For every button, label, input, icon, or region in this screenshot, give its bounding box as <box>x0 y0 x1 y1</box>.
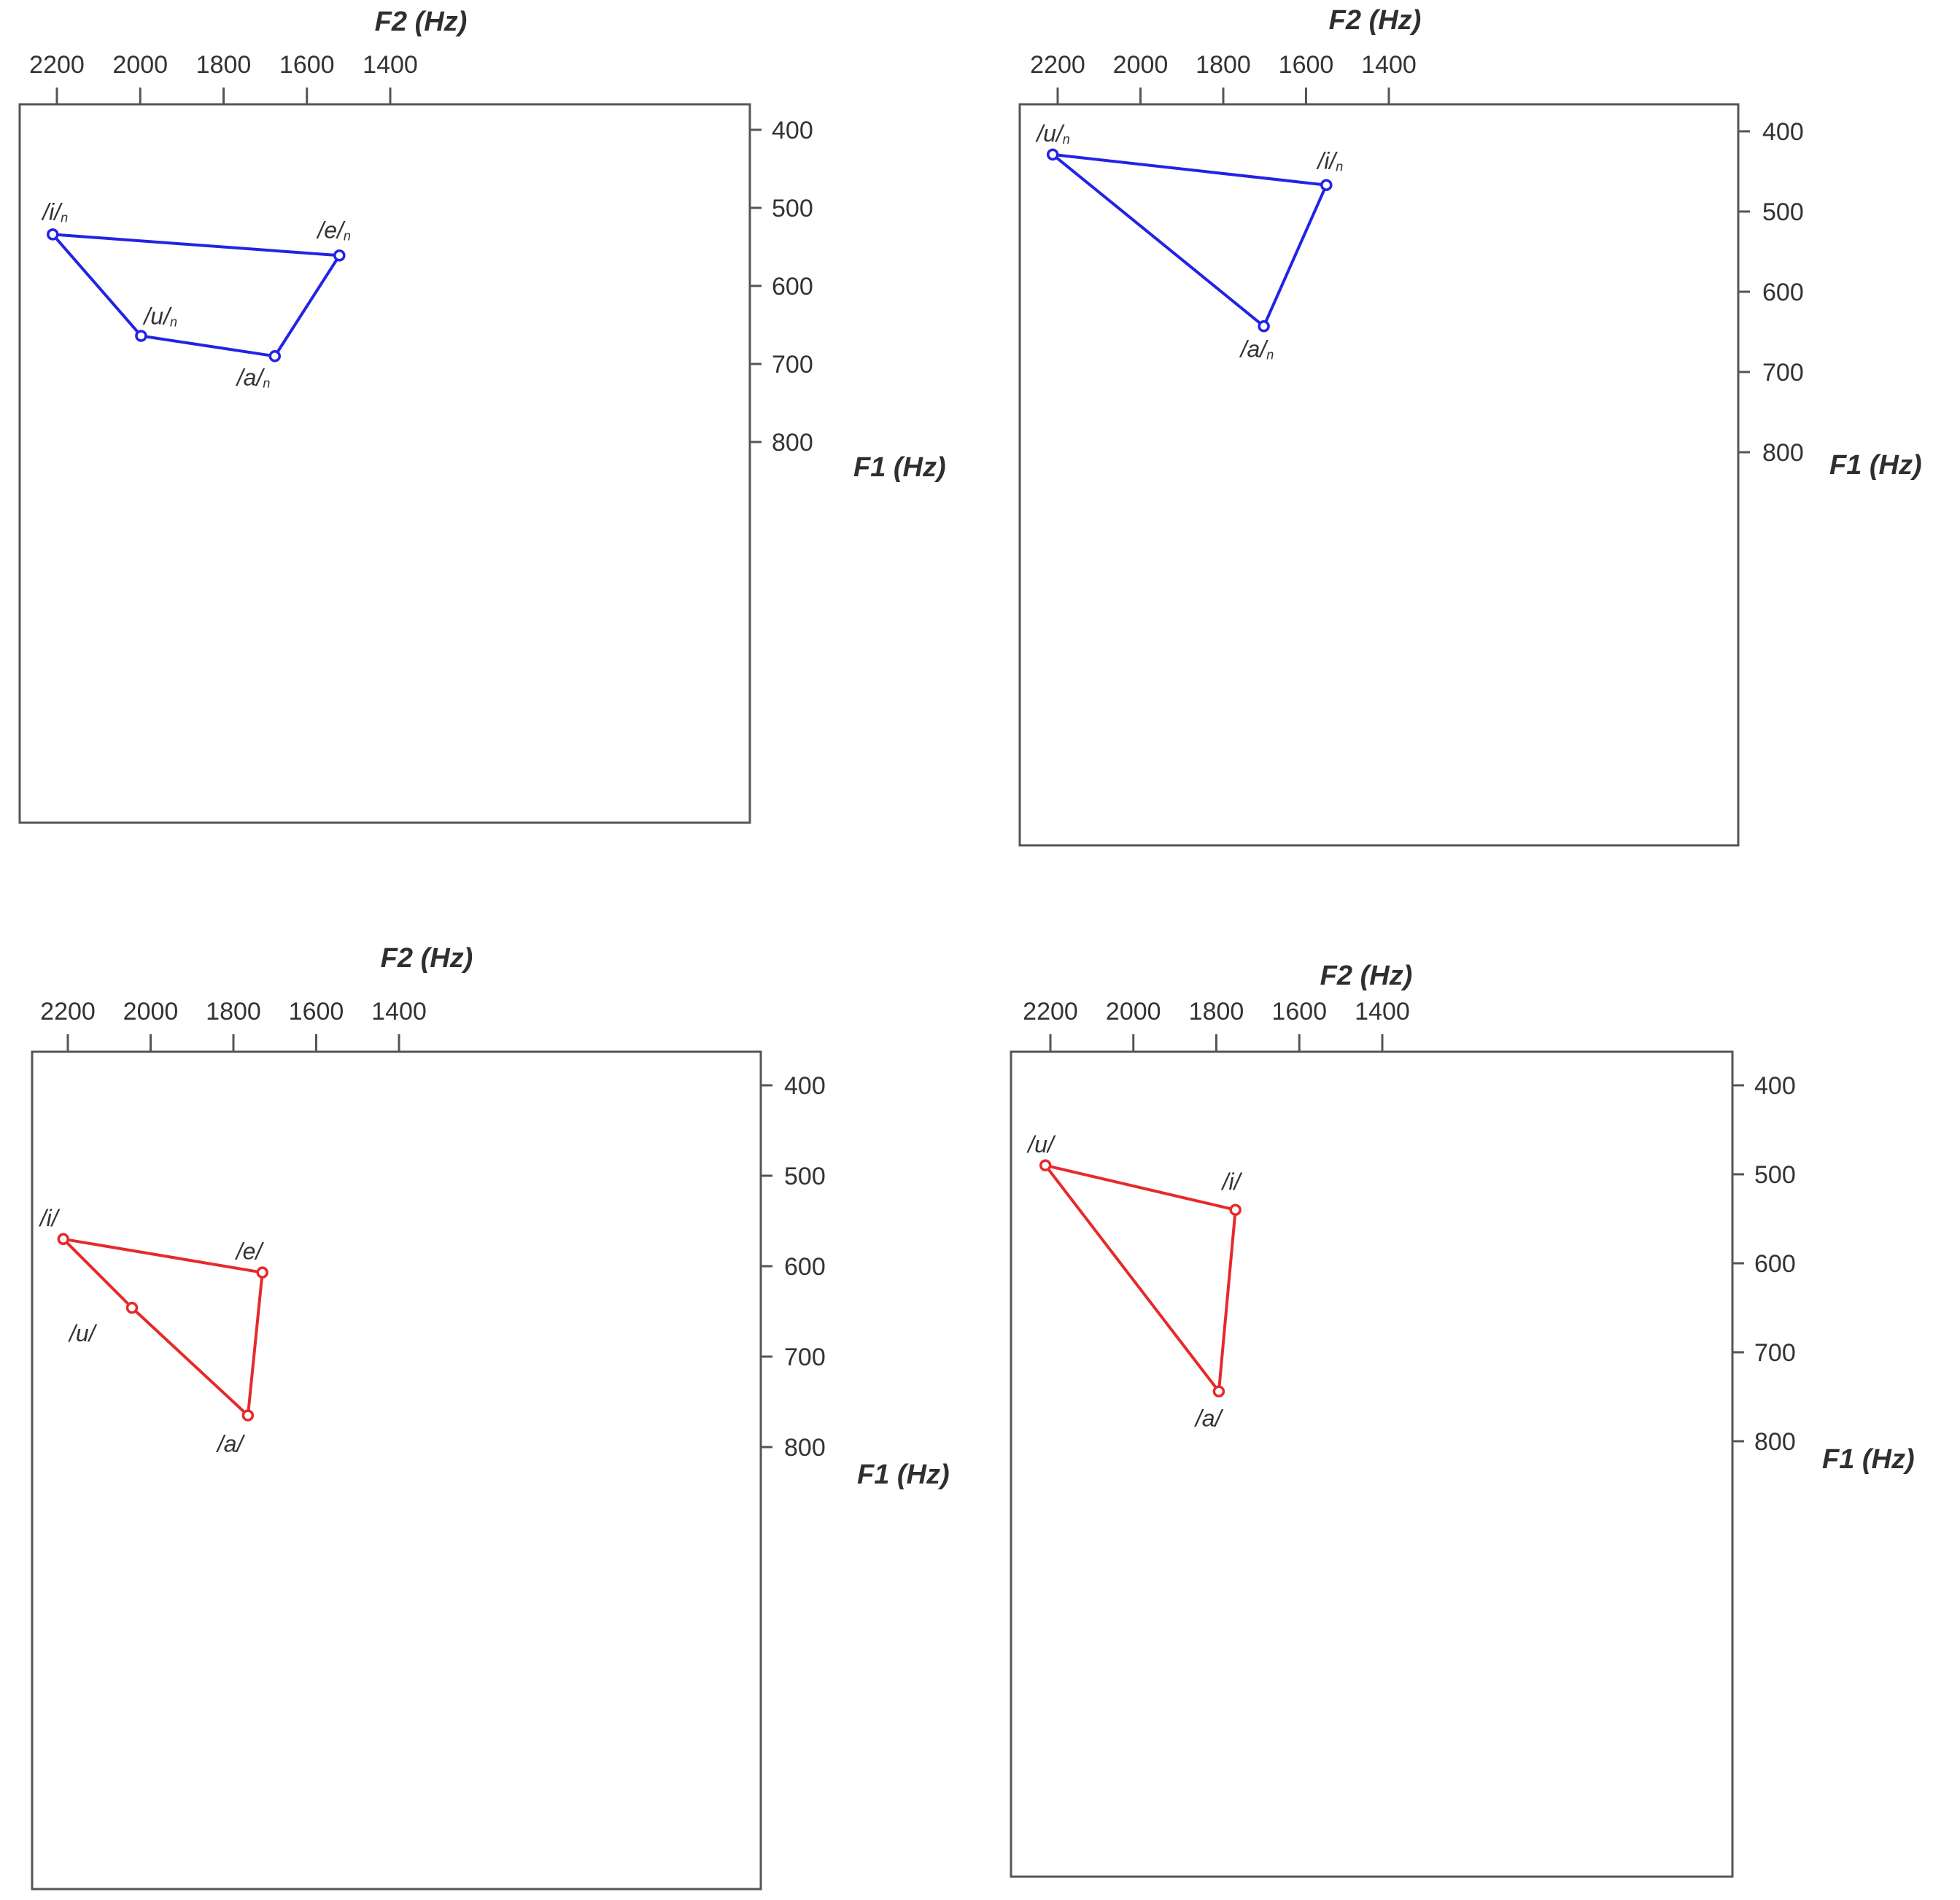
y-tick-label: 400 <box>772 117 813 144</box>
vowel-chart-panel-4: F2 (Hz) F1 (Hz) 2200 2000 1800 1600 1400 400 500… <box>1010 961 1915 1878</box>
vowel-chart-panel-2: F2 (Hz) F1 (Hz) 2200 2000 1800 1600 1400 400 500… <box>1018 5 1922 847</box>
y-tick-label: 400 <box>1762 118 1804 146</box>
vowel-point-i <box>1320 179 1333 191</box>
vowel-label-e: /e/ <box>235 1238 265 1265</box>
vowel-label-subscript: n <box>1063 132 1070 147</box>
vowel-label-a: /a/ <box>1194 1405 1224 1432</box>
x-tick-label: 1600 <box>1279 51 1334 79</box>
vowel-label-i: /i/ <box>39 1205 61 1231</box>
vowel-polygon-line <box>1051 152 1328 328</box>
x-axis-title: F2 (Hz) <box>1320 961 1413 991</box>
plot-frame <box>1010 1050 1734 1878</box>
y-axis-title: F1 (Hz) <box>1822 1444 1915 1475</box>
y-tick-label: 400 <box>784 1072 826 1100</box>
vowel-point-u <box>1039 1159 1052 1172</box>
vowel-point-i <box>1229 1203 1242 1217</box>
vowel-point-a <box>241 1409 255 1422</box>
y-tick-label: 500 <box>1762 198 1804 226</box>
x-tick-label: 1800 <box>1189 998 1244 1025</box>
x-tick-label: 1600 <box>1271 998 1327 1025</box>
x-tick-label: 2200 <box>1030 51 1085 79</box>
x-tick-label: 2200 <box>1023 998 1078 1025</box>
x-tick-label: 1400 <box>1355 998 1410 1025</box>
x-tick-label: 1400 <box>1361 51 1417 79</box>
y-axis-title: F1 (Hz) <box>857 1459 950 1490</box>
vowel-point-e <box>256 1266 268 1279</box>
vowel-point-u <box>1046 148 1059 161</box>
y-tick-label: 800 <box>1762 439 1804 467</box>
x-tick-label: 1400 <box>371 998 427 1025</box>
y-tick-label: 600 <box>772 273 813 300</box>
vowel-point-a <box>1258 320 1270 333</box>
vowel-chart-panel-1: F2 (Hz) F1 (Hz) 2200 2000 1800 1600 1400 400 500… <box>18 7 946 824</box>
x-axis-title: F2 (Hz) <box>381 943 473 974</box>
y-tick-label: 400 <box>1754 1072 1796 1100</box>
y-tick-label: 800 <box>1754 1428 1796 1456</box>
y-tick-label: 800 <box>784 1434 826 1462</box>
x-tick-label: 2200 <box>29 51 85 79</box>
x-tick-label: 1600 <box>279 51 335 79</box>
x-tick-label: 1800 <box>206 998 261 1025</box>
vowel-label-u: /u/ <box>1026 1131 1056 1158</box>
vowel-chart-panel-3: F2 (Hz) F1 (Hz) 2200 2000 1800 1600 1400 400 500… <box>31 943 950 1891</box>
x-tick-label: 2000 <box>112 51 168 79</box>
x-tick-label: 2200 <box>40 998 96 1025</box>
vowel-label-subscript: n <box>170 314 177 329</box>
plot-frame <box>18 103 751 824</box>
vowel-label-subscript: n <box>1336 160 1343 174</box>
plot-frame <box>1018 103 1740 847</box>
vowel-label-a: /a/ <box>216 1431 246 1457</box>
y-tick-label: 800 <box>772 429 813 457</box>
vowel-point-a <box>268 350 282 362</box>
y-tick-label: 500 <box>772 195 813 222</box>
x-tick-label: 2000 <box>1106 998 1161 1025</box>
vowel-label-i: /i/ <box>1221 1168 1243 1195</box>
x-axis-title: F2 (Hz) <box>375 7 468 37</box>
x-tick-label: 1800 <box>196 51 252 79</box>
vowel-label-subscript: n <box>263 376 270 390</box>
y-tick-label: 600 <box>1754 1250 1796 1278</box>
vowel-point-e <box>333 249 346 262</box>
x-axis-title: F2 (Hz) <box>1329 5 1422 36</box>
y-tick-label: 600 <box>1762 279 1804 306</box>
vowel-point-u <box>125 1301 139 1314</box>
x-tick-label: 1400 <box>363 51 418 79</box>
y-tick-label: 600 <box>784 1253 826 1281</box>
y-tick-label: 700 <box>772 351 813 379</box>
y-tick-label: 500 <box>784 1163 826 1190</box>
x-tick-label: 2000 <box>1113 51 1169 79</box>
x-tick-label: 1600 <box>289 998 344 1025</box>
y-tick-label: 500 <box>1754 1161 1796 1189</box>
vowel-label-subscript: n <box>344 228 351 243</box>
vowel-label-u: /u/ <box>68 1320 98 1346</box>
x-tick-label: 1800 <box>1196 51 1251 79</box>
plot-frame <box>31 1050 762 1891</box>
y-tick-label: 700 <box>1762 359 1804 387</box>
vowel-polygon-line <box>1044 1163 1237 1393</box>
vowel-point-a <box>1212 1385 1225 1397</box>
vowel-point-u <box>135 330 147 342</box>
y-axis-title: F1 (Hz) <box>1829 450 1922 481</box>
vowel-label-subscript: n <box>1266 347 1274 362</box>
y-tick-label: 700 <box>1754 1339 1796 1367</box>
vowel-point-i <box>47 228 59 241</box>
y-tick-label: 700 <box>784 1343 826 1371</box>
y-axis-title: F1 (Hz) <box>853 452 946 483</box>
x-tick-label: 2000 <box>123 998 179 1025</box>
vowel-label-subscript: n <box>61 210 68 225</box>
vowel-point-i <box>57 1233 70 1246</box>
